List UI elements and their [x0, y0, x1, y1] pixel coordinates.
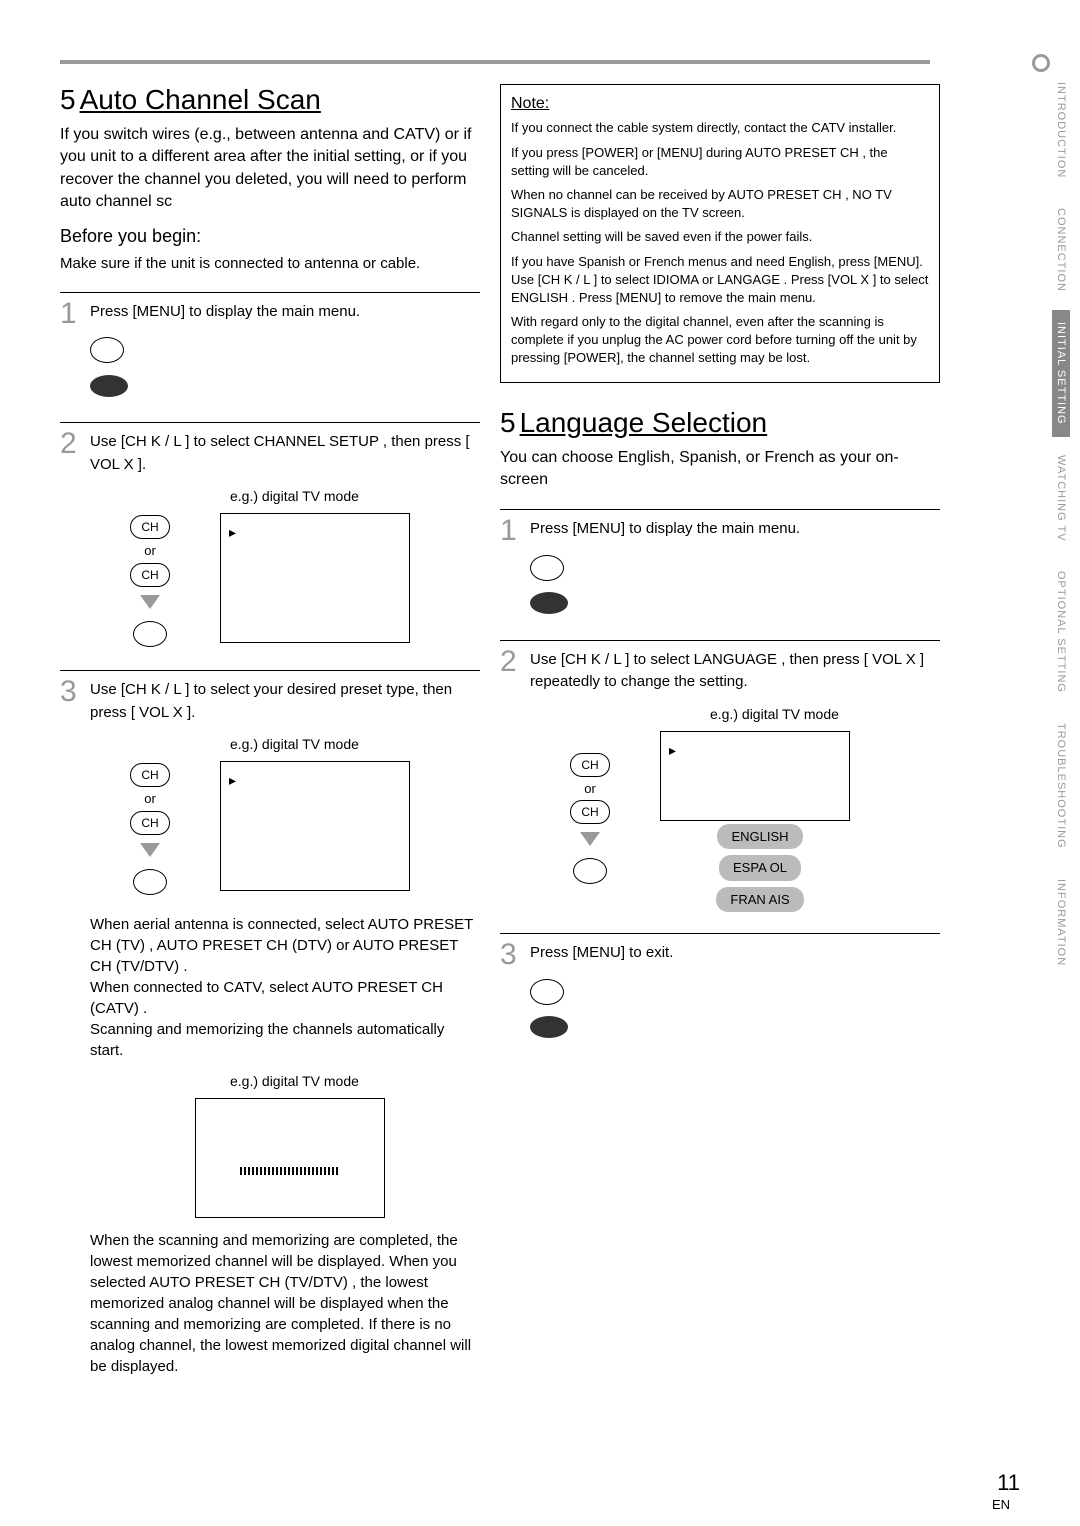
arrow-down-icon	[140, 595, 160, 609]
lang-step-2-text: Use [CH K / L ] to select LANGUAGE , the…	[530, 649, 940, 694]
screen-mock: ▸	[220, 513, 410, 643]
step-number: 1	[500, 514, 517, 548]
section-num: 5	[60, 84, 76, 115]
menu-button-icon	[530, 979, 564, 1005]
menu-button-icon	[530, 555, 564, 581]
step-number: 3	[60, 675, 77, 709]
step-1: 1 Press [MENU] to display the main menu.	[60, 292, 480, 405]
auto-scan-intro: If you switch wires (e.g., between anten…	[60, 124, 480, 214]
note-item: If you press [POWER] or [MENU] during AU…	[511, 144, 929, 180]
ch-up-button: CH	[130, 763, 169, 787]
screen-mock-progress	[195, 1098, 385, 1218]
before-begin-head: Before you begin:	[60, 226, 480, 247]
note-title: Note:	[511, 93, 929, 115]
vol-button-icon	[133, 869, 167, 895]
caption: e.g.) digital TV mode	[230, 734, 480, 755]
caption: e.g.) digital TV mode	[230, 486, 480, 507]
progress-bar	[240, 1167, 340, 1175]
step-number: 2	[60, 427, 77, 461]
screen-mock: ▸	[220, 761, 410, 891]
section-heading: Language Selection	[520, 407, 768, 438]
arrow-down-icon	[580, 832, 600, 846]
lang-sel-title: 5Language Selection	[500, 407, 940, 439]
section-num: 5	[500, 407, 516, 438]
or-label: or	[584, 781, 596, 796]
ch-buttons: CH or CH	[90, 513, 210, 652]
ch-down-button: CH	[570, 800, 609, 824]
completed-text: When the scanning and memorizing are com…	[90, 1230, 480, 1377]
step-1-text: Press [MENU] to display the main menu.	[90, 301, 480, 324]
left-column: 5Auto Channel Scan If you switch wires (…	[60, 84, 480, 1377]
lang-step-3-text: Press [MENU] to exit.	[530, 942, 940, 965]
page-lang: EN	[992, 1497, 1010, 1512]
note-item: With regard only to the digital channel,…	[511, 313, 929, 368]
step-2-text: Use [CH K / L ] to select CHANNEL SETUP …	[90, 431, 480, 476]
ch-buttons: CH or CH	[530, 751, 650, 890]
note-box: Note: If you connect the cable system di…	[500, 84, 940, 383]
note-item: If you connect the cable system directly…	[511, 119, 929, 137]
caption: e.g.) digital TV mode	[710, 704, 940, 725]
ch-down-button: CH	[130, 563, 169, 587]
step-3: 3 Use [CH K / L ] to select your desired…	[60, 670, 480, 1377]
aerial-text: When aerial antenna is connected, select…	[90, 914, 480, 1061]
section-heading: Auto Channel Scan	[80, 84, 321, 115]
note-item: Channel setting will be saved even if th…	[511, 228, 929, 246]
step-2: 2 Use [CH K / L ] to select CHANNEL SETU…	[60, 422, 480, 652]
step-number: 1	[60, 297, 77, 331]
ch-down-button: CH	[130, 811, 169, 835]
ch-up-button: CH	[570, 753, 609, 777]
vol-button-icon	[133, 621, 167, 647]
page-number: 11	[997, 1470, 1020, 1496]
cursor-icon: ▸	[229, 772, 236, 788]
vol-button-icon	[573, 858, 607, 884]
ch-buttons: CH or CH	[90, 761, 210, 900]
step-number: 2	[500, 645, 517, 679]
screen-mock: ▸	[660, 731, 850, 821]
lang-step-1: 1 Press [MENU] to display the main menu.	[500, 509, 940, 622]
lang-option-espanol: ESPA OL	[719, 855, 801, 881]
before-begin-text: Make sure if the unit is connected to an…	[60, 253, 480, 274]
arrow-down-icon	[140, 843, 160, 857]
step-3-text: Use [CH K / L ] to select your desired p…	[90, 679, 480, 724]
lang-step-2: 2 Use [CH K / L ] to select LANGUAGE , t…	[500, 640, 940, 916]
top-rule	[60, 60, 930, 64]
note-item: If you have Spanish or French menus and …	[511, 253, 929, 308]
menu-button-dark	[90, 375, 128, 397]
auto-scan-title: 5Auto Channel Scan	[60, 84, 480, 116]
lang-step-1-text: Press [MENU] to display the main menu.	[530, 518, 940, 541]
or-label: or	[144, 791, 156, 806]
cursor-icon: ▸	[669, 742, 676, 758]
lang-step-3: 3 Press [MENU] to exit.	[500, 933, 940, 1046]
lang-option-francais: FRAN AIS	[716, 887, 803, 913]
menu-button-dark	[530, 1016, 568, 1038]
note-item: When no channel can be received by AUTO …	[511, 186, 929, 222]
lang-sel-intro: You can choose English, Spanish, or Fren…	[500, 447, 940, 492]
menu-button-dark	[530, 592, 568, 614]
step-number: 3	[500, 938, 517, 972]
lang-option-english: ENGLISH	[717, 824, 802, 850]
ch-up-button: CH	[130, 515, 169, 539]
right-column: Note: If you connect the cable system di…	[500, 84, 940, 1046]
menu-button-icon	[90, 337, 124, 363]
cursor-icon: ▸	[229, 524, 236, 540]
caption: e.g.) digital TV mode	[230, 1071, 480, 1092]
language-options: ENGLISH ESPA OL FRAN AIS	[670, 821, 850, 916]
or-label: or	[144, 543, 156, 558]
